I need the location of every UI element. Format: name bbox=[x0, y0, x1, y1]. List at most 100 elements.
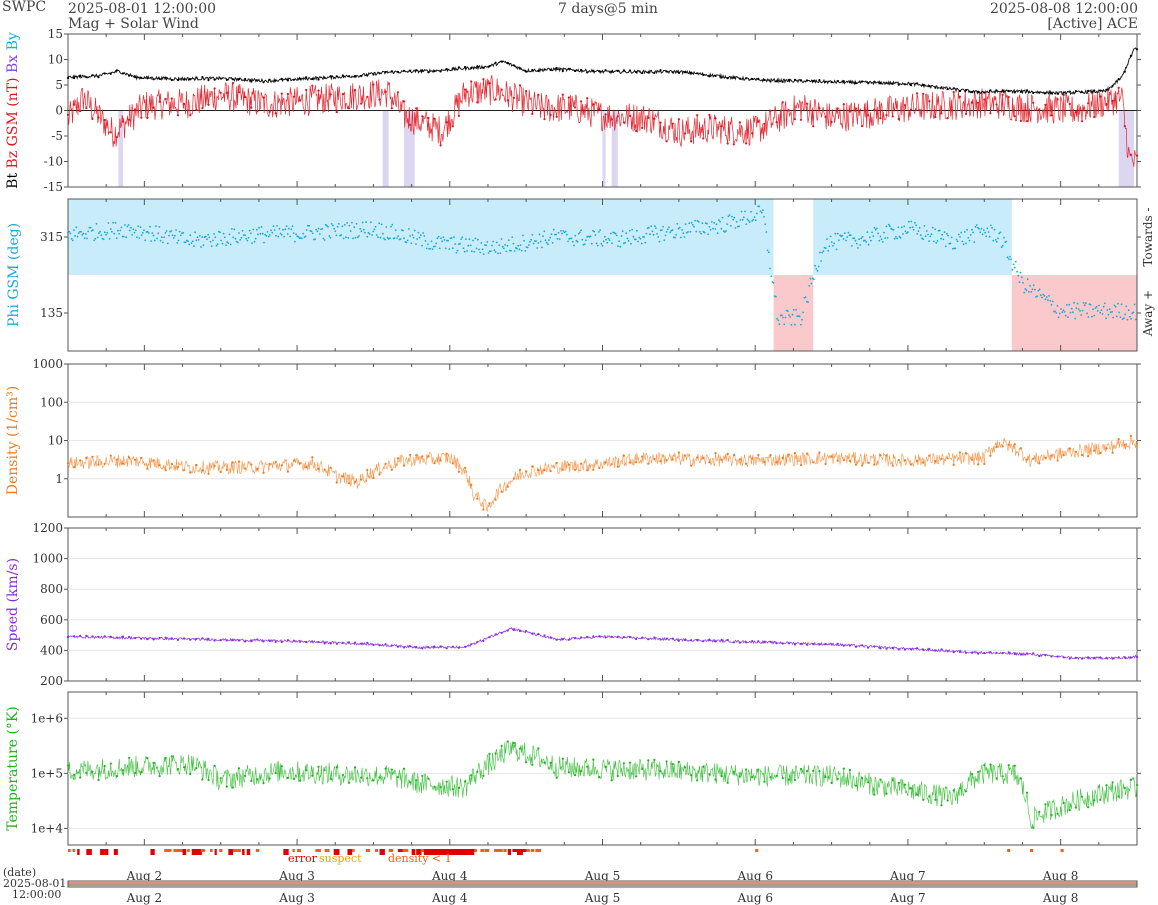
data-point bbox=[604, 636, 607, 639]
phi-point bbox=[700, 232, 702, 235]
phi-point bbox=[628, 229, 631, 232]
data-point bbox=[696, 72, 699, 75]
phi-point bbox=[324, 223, 327, 226]
phi-point bbox=[651, 230, 654, 233]
phi-point bbox=[790, 323, 793, 326]
phi-point bbox=[949, 242, 952, 245]
phi-point bbox=[179, 234, 182, 237]
data-point bbox=[873, 793, 876, 796]
phi-point bbox=[1062, 309, 1065, 312]
data-point bbox=[256, 467, 259, 470]
data-point bbox=[690, 464, 693, 467]
phi-point bbox=[188, 243, 191, 246]
data-point bbox=[421, 774, 424, 778]
data-point bbox=[573, 774, 577, 777]
y-tick-label: -5 bbox=[51, 129, 63, 143]
data-point bbox=[299, 77, 302, 80]
phi-point bbox=[495, 241, 498, 244]
data-point bbox=[732, 76, 735, 79]
phi-point bbox=[1080, 314, 1083, 316]
data-point bbox=[861, 777, 864, 780]
data-point bbox=[610, 463, 613, 466]
data-point bbox=[512, 477, 516, 480]
flag-mark bbox=[507, 849, 511, 855]
flag-mark bbox=[200, 849, 206, 852]
data-point bbox=[683, 766, 687, 769]
phi-point bbox=[782, 316, 784, 319]
data-point bbox=[616, 115, 619, 118]
data-point bbox=[421, 115, 424, 118]
data-point bbox=[341, 93, 344, 96]
phi-point bbox=[481, 248, 484, 251]
data-point bbox=[1044, 654, 1047, 657]
phi-point bbox=[106, 231, 109, 234]
phi-point bbox=[134, 229, 137, 232]
phi-point bbox=[900, 226, 903, 229]
data-point bbox=[690, 639, 693, 642]
data-point bbox=[415, 645, 418, 649]
phi-point bbox=[117, 229, 119, 232]
data-point bbox=[616, 69, 619, 72]
data-point bbox=[378, 72, 381, 75]
phi-point bbox=[731, 215, 733, 218]
data-point bbox=[189, 114, 192, 117]
phi-point bbox=[762, 209, 764, 212]
y-axis-label-part: By bbox=[5, 32, 21, 55]
phi-point bbox=[691, 223, 694, 226]
phi-point bbox=[874, 228, 877, 231]
data-point bbox=[384, 767, 387, 770]
data-point bbox=[977, 770, 980, 773]
phi-point bbox=[1022, 281, 1024, 284]
time-span: 7 days@5 min bbox=[558, 1, 658, 17]
phi-point bbox=[259, 232, 262, 235]
data-point bbox=[506, 629, 509, 632]
phi-point bbox=[1096, 310, 1099, 312]
phi-point bbox=[108, 238, 111, 240]
phi-point bbox=[107, 222, 110, 224]
phi-point bbox=[453, 236, 455, 239]
data-point bbox=[79, 776, 82, 779]
phi-point bbox=[940, 237, 942, 240]
phi-point bbox=[892, 228, 895, 231]
phi-point bbox=[860, 237, 863, 240]
phi-point bbox=[742, 216, 745, 219]
phi-point bbox=[1107, 314, 1110, 316]
phi-point bbox=[368, 233, 371, 235]
negative-bz-shade bbox=[1118, 110, 1134, 187]
data-point bbox=[604, 461, 607, 464]
data-point bbox=[983, 764, 986, 767]
phi-point bbox=[1006, 256, 1009, 259]
flag-mark bbox=[402, 849, 409, 852]
data-point bbox=[134, 76, 137, 79]
phi-point bbox=[938, 229, 941, 232]
data-point bbox=[708, 638, 711, 641]
phi-point bbox=[423, 235, 426, 237]
phi-point bbox=[1018, 281, 1021, 284]
data-point bbox=[537, 747, 540, 750]
data-point bbox=[983, 651, 986, 655]
data-point bbox=[1038, 462, 1041, 465]
phi-point bbox=[663, 239, 666, 242]
y-tick-label: 1e+6 bbox=[31, 711, 63, 725]
phi-point bbox=[979, 231, 982, 234]
data-point bbox=[848, 769, 852, 772]
phi-point bbox=[1100, 309, 1103, 311]
phi-point bbox=[149, 225, 151, 228]
phi-point bbox=[655, 227, 657, 230]
data-point bbox=[885, 454, 888, 457]
data-point bbox=[390, 468, 393, 471]
phi-point bbox=[289, 235, 291, 238]
phi-point bbox=[506, 244, 509, 247]
data-point bbox=[555, 638, 558, 641]
data-point bbox=[1080, 795, 1084, 798]
data-point bbox=[628, 461, 632, 464]
phi-point bbox=[798, 315, 801, 318]
y-tick-label: -15 bbox=[44, 180, 63, 194]
data-point bbox=[396, 70, 399, 73]
y-axis-label: Bt Bz GSM (nT) Bx By bbox=[5, 32, 21, 189]
phi-point bbox=[1069, 311, 1072, 314]
data-point bbox=[158, 775, 161, 778]
data-point bbox=[677, 639, 681, 642]
phi-point bbox=[396, 237, 398, 239]
data-point bbox=[488, 65, 491, 68]
